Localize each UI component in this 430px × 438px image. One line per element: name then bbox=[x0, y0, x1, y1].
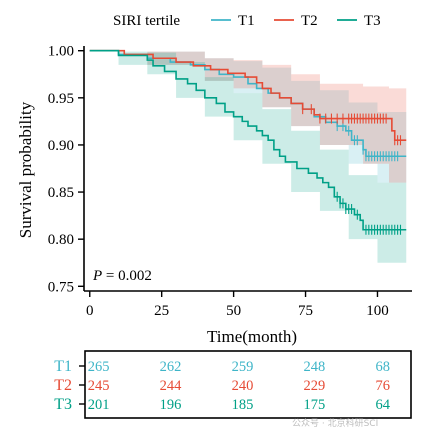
y-tick-label: 0.90 bbox=[48, 138, 74, 154]
y-tick-label: 0.80 bbox=[48, 232, 74, 248]
y-tick-label: 0.75 bbox=[48, 279, 74, 295]
x-ticks: 0 25 50 75 100 bbox=[86, 291, 389, 319]
y-ticks: 0.75 0.80 0.85 0.90 0.95 1.00 bbox=[48, 44, 84, 295]
x-tick-label: 50 bbox=[226, 303, 241, 319]
y-tick-label: 0.85 bbox=[48, 185, 74, 201]
risk-table-rows: T1 265 262 259 248 68 T2 245 244 240 229 76 T3 201 196… bbox=[54, 358, 391, 413]
y-tick-label: 0.95 bbox=[48, 91, 74, 107]
x-tick-label: 100 bbox=[366, 303, 389, 319]
risk-count: 196 bbox=[160, 397, 182, 413]
risk-count: 259 bbox=[232, 359, 254, 375]
y-axis: 0.75 0.80 0.85 0.90 0.95 1.00 Survival probab… bbox=[16, 44, 85, 295]
x-tick-label: 0 bbox=[86, 303, 94, 319]
watermark-text: 公众号 · 北京科研SCI bbox=[292, 417, 378, 429]
risk-count: 262 bbox=[160, 359, 182, 375]
x-axis: 0 25 50 75 100 Time(month) bbox=[84, 290, 412, 346]
risk-count: 240 bbox=[232, 378, 254, 394]
risk-count: 68 bbox=[375, 359, 390, 375]
legend-label-t3: T3 bbox=[364, 13, 381, 29]
legend: SIRI tertile T1 T2 T3 bbox=[113, 13, 381, 29]
censor-marks bbox=[302, 104, 402, 235]
risk-count: 244 bbox=[160, 378, 183, 394]
risk-count: 64 bbox=[375, 397, 390, 413]
y-tick-label: 1.00 bbox=[48, 44, 74, 60]
ci-band-t2 bbox=[89, 50, 407, 183]
legend-items: T1 T2 T3 bbox=[211, 13, 381, 29]
risk-count: 185 bbox=[232, 397, 254, 413]
x-axis-label: Time(month) bbox=[207, 327, 297, 346]
x-tick-label: 25 bbox=[154, 303, 169, 319]
legend-title: SIRI tertile bbox=[113, 13, 180, 29]
risk-count: 175 bbox=[304, 397, 326, 413]
survival-curve-t3 bbox=[89, 49, 407, 231]
p-value-annotation: P = 0.002 bbox=[92, 268, 152, 284]
risk-count: 229 bbox=[304, 378, 326, 394]
legend-label-t1: T1 bbox=[238, 13, 255, 29]
p-value-text: = 0.002 bbox=[102, 268, 152, 284]
x-tick-label: 75 bbox=[298, 303, 313, 319]
risk-table: T1 265 262 259 248 68 T2 245 244 240 229 76 T3 201 196… bbox=[54, 350, 412, 419]
ci-band-t3 bbox=[89, 50, 407, 263]
risk-count: 248 bbox=[304, 359, 326, 375]
risk-count: 76 bbox=[375, 378, 390, 394]
risk-row-label-t3: T3 bbox=[54, 396, 72, 413]
p-value-symbol: P bbox=[92, 268, 102, 284]
risk-row-label-t1: T1 bbox=[54, 358, 72, 375]
y-axis-label: Survival probability bbox=[16, 101, 35, 238]
risk-count: 201 bbox=[88, 397, 110, 413]
legend-label-t2: T2 bbox=[301, 13, 318, 29]
risk-count: 245 bbox=[88, 378, 110, 394]
risk-row-label-t2: T2 bbox=[54, 377, 72, 394]
risk-count: 265 bbox=[88, 359, 110, 375]
